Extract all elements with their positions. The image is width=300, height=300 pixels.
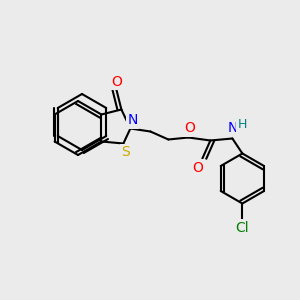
Text: N: N xyxy=(227,122,238,136)
Text: N: N xyxy=(127,113,138,128)
Text: Cl: Cl xyxy=(236,220,249,235)
Text: S: S xyxy=(121,146,130,160)
Text: O: O xyxy=(111,74,122,88)
Text: O: O xyxy=(184,122,195,136)
Text: H: H xyxy=(238,118,247,131)
Text: O: O xyxy=(192,160,203,175)
